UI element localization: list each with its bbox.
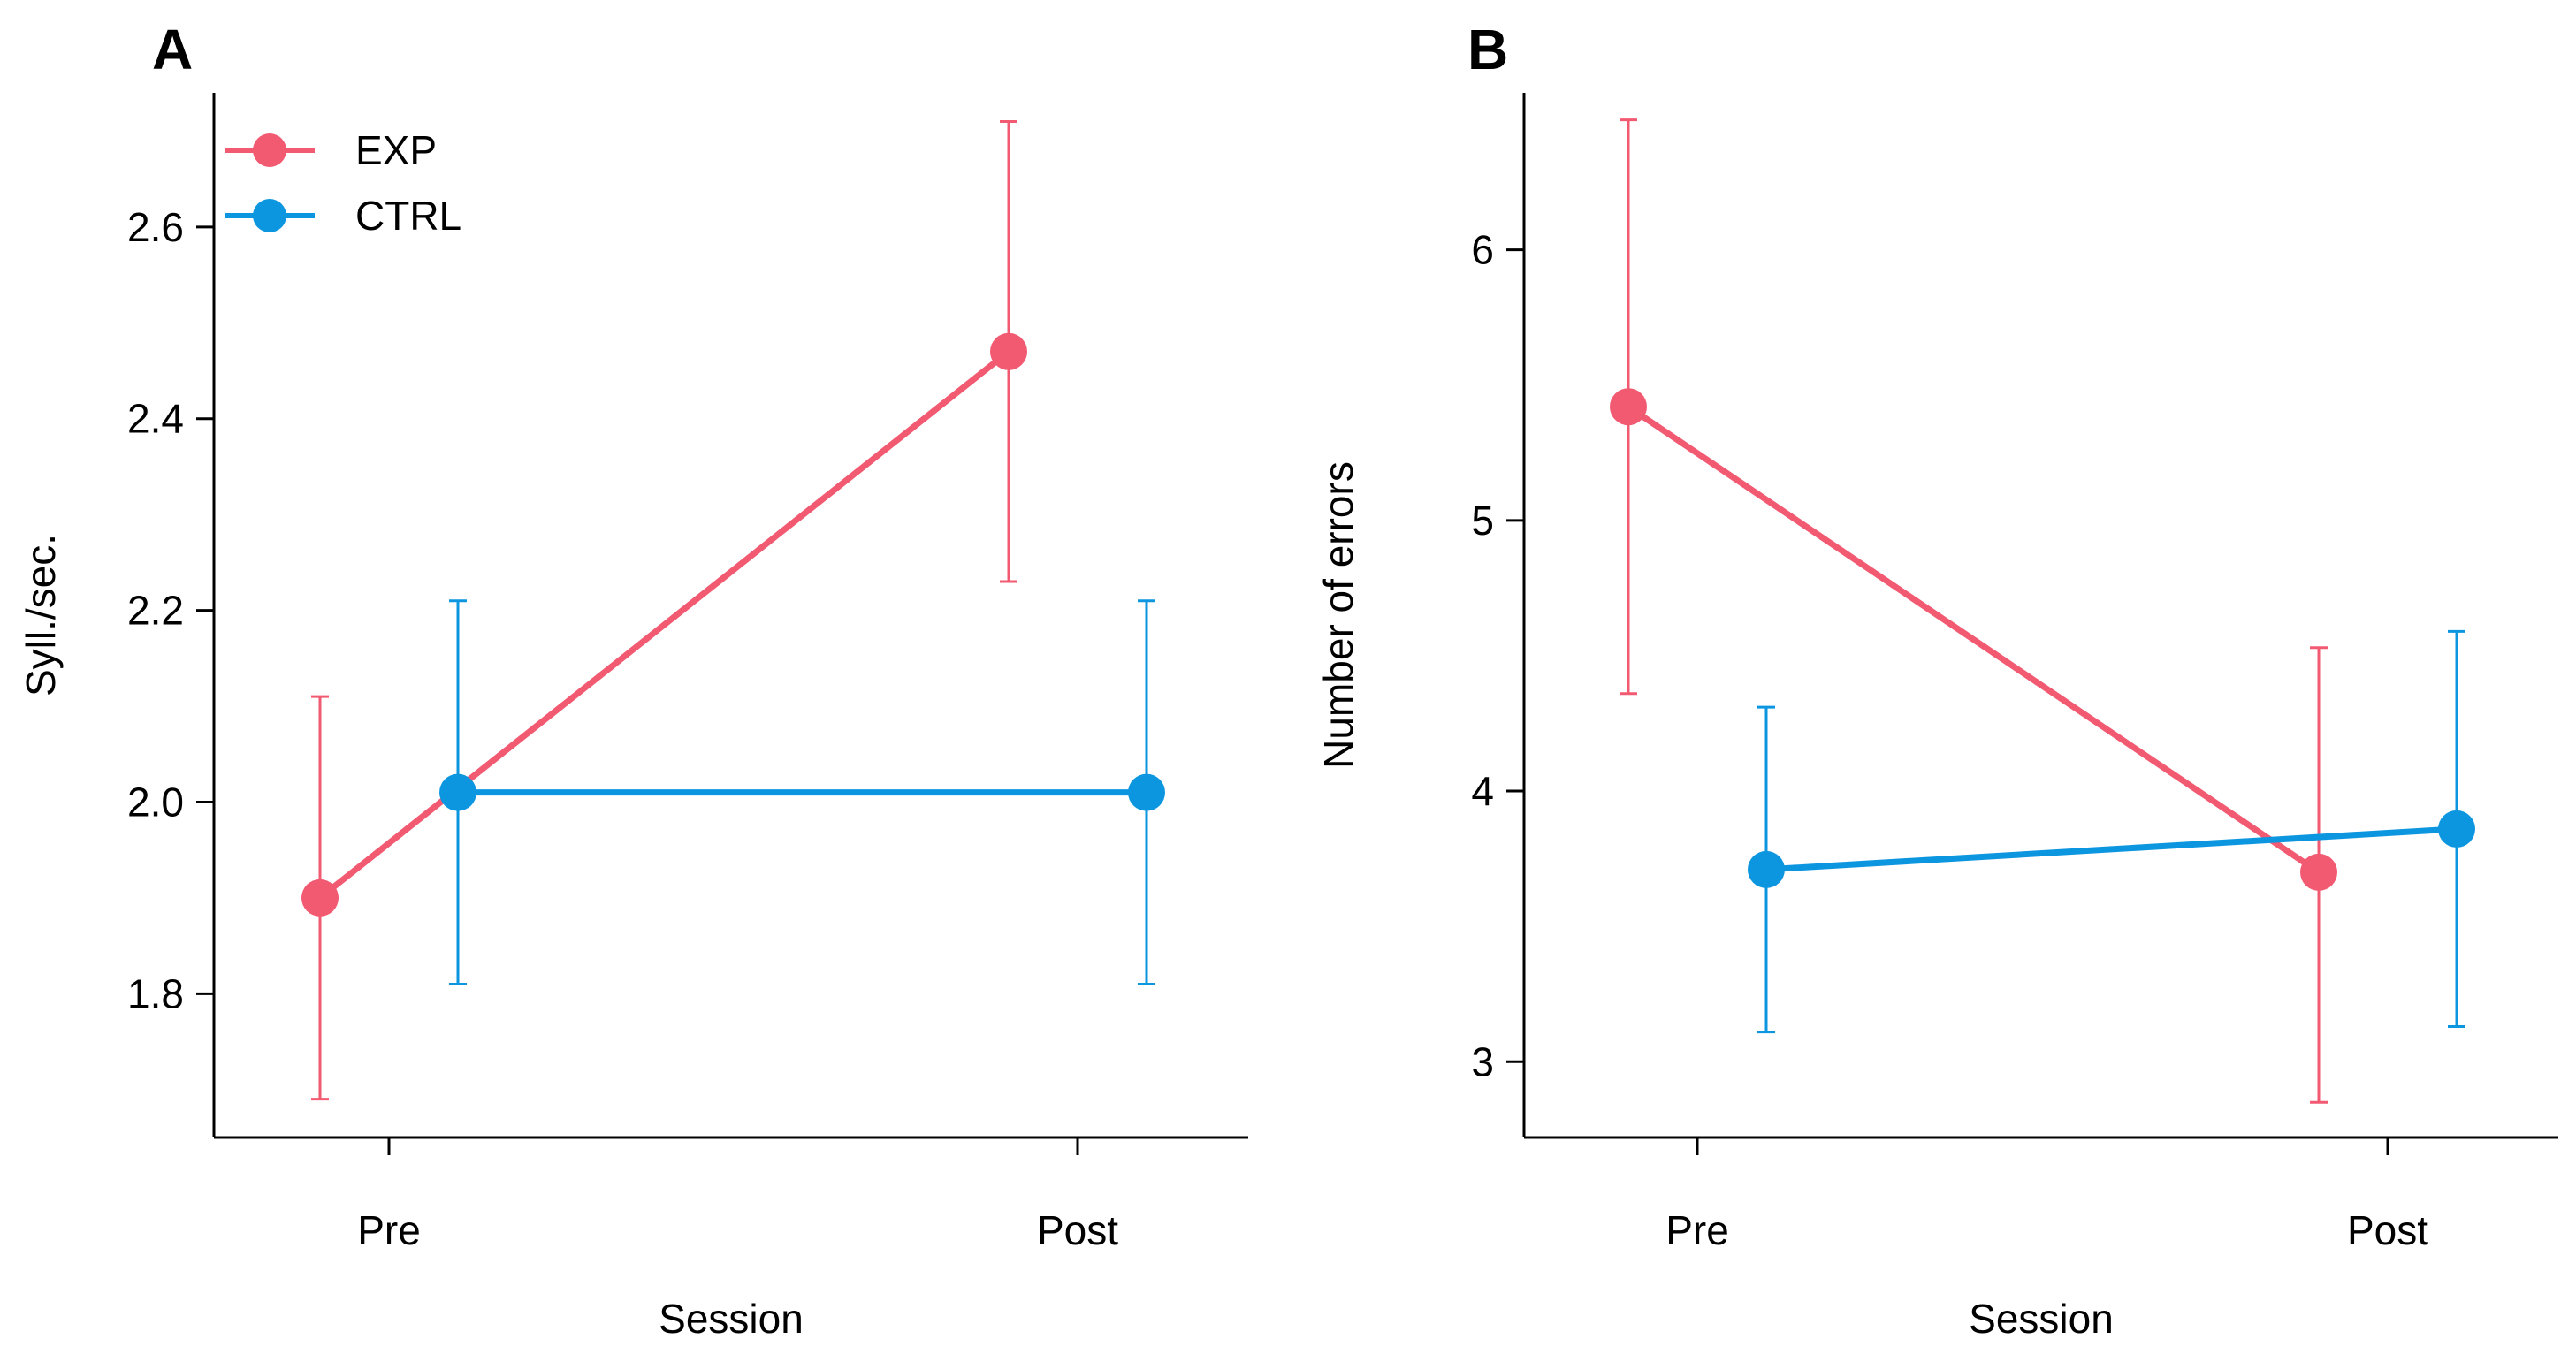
panel-a-label: A [152, 18, 193, 81]
x-tick-label: Pre [357, 1207, 421, 1253]
data-point-ctrl [1128, 773, 1165, 811]
legend-item-exp: EXP [225, 127, 437, 173]
y-tick-label: 3 [1471, 1038, 1494, 1084]
legend-ctrl-marker [253, 199, 286, 232]
panel-b-label: B [1467, 18, 1508, 81]
panel-a-x-axis-title: Session [659, 1296, 804, 1342]
panel-b-x-axis-title: Session [1969, 1296, 2114, 1342]
panel-a-chart: A 1.8 2.0 2.2 2.4 2.6 Pre Post Session Syll./… [18, 18, 1248, 1342]
legend-item-ctrl: CTRL [225, 193, 461, 239]
panel-a-y-ticks: 1.8 2.0 2.2 2.4 2.6 [127, 204, 214, 1016]
panel-b-x-ticks: Pre Post [1665, 1137, 2428, 1253]
legend-exp-marker [253, 133, 286, 167]
x-tick-label: Post [2347, 1207, 2428, 1253]
y-tick-label: 2.2 [127, 588, 184, 634]
y-tick-label: 1.8 [127, 970, 184, 1016]
data-point-ctrl [1748, 850, 1785, 888]
panel-a-series [301, 120, 1165, 1101]
data-point-ctrl [2438, 810, 2475, 848]
panel-a-y-axis-title: Syll./sec. [18, 534, 64, 696]
y-tick-label: 2.6 [127, 204, 184, 250]
y-tick-label: 2.0 [127, 779, 184, 825]
panel-b-series [1610, 118, 2475, 1104]
x-tick-label: Pre [1665, 1207, 1729, 1253]
y-tick-label: 4 [1471, 768, 1494, 814]
y-tick-label: 2.4 [127, 396, 184, 442]
y-tick-label: 6 [1471, 227, 1494, 273]
data-point-exp [2300, 853, 2337, 891]
series-line-ctrl [1765, 825, 2458, 873]
data-point-exp [1610, 388, 1647, 426]
panel-a-x-ticks: Pre Post [357, 1137, 1118, 1253]
y-tick-label: 5 [1471, 498, 1494, 544]
data-point-ctrl [439, 773, 476, 811]
panel-b-y-axis-title: Number of errors [1315, 461, 1361, 769]
legend: EXP CTRL [225, 127, 461, 239]
panel-b-y-ticks: 3 4 5 6 [1471, 227, 1524, 1084]
legend-ctrl-label: CTRL [355, 193, 461, 239]
legend-exp-label: EXP [355, 127, 437, 173]
series-line-exp [317, 349, 1011, 901]
series-line-exp [1627, 404, 2321, 875]
data-point-exp [990, 332, 1027, 370]
x-tick-label: Post [1037, 1207, 1118, 1253]
panel-b-chart: B 3 4 5 6 Pre Post Session Number of errors [1315, 18, 2558, 1342]
data-point-exp [301, 879, 339, 917]
